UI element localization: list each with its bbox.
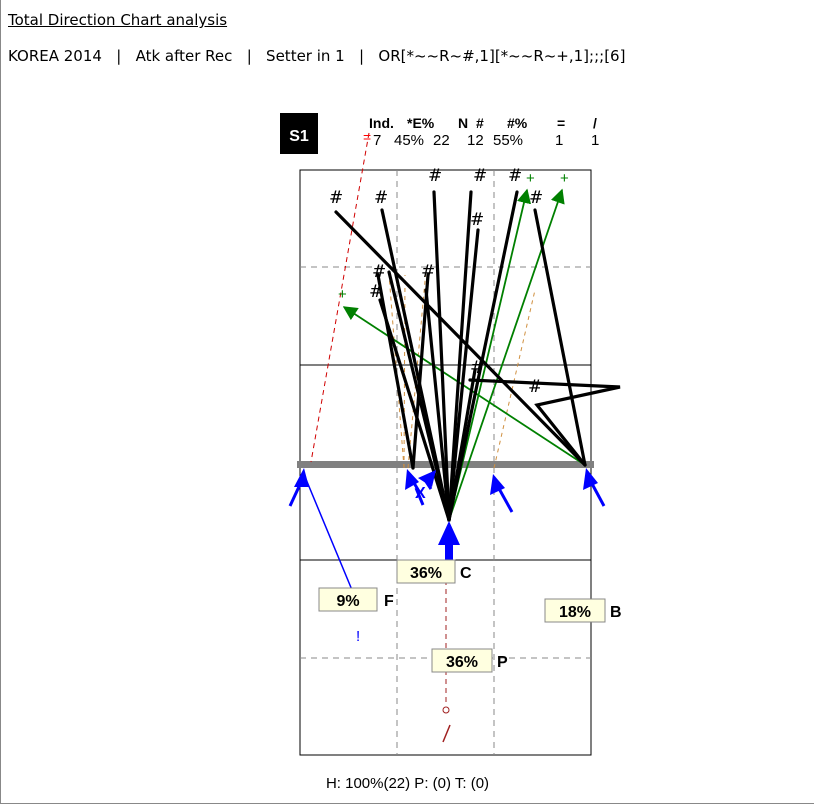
win-mark: # [329,188,343,208]
win-mark: # [374,188,388,208]
win-mark: # [421,262,435,282]
zone-label-p: 36% P [431,648,508,673]
start-arrow [414,487,425,506]
stat-value: 55% [493,132,523,149]
error-equal-mark: = [363,129,371,145]
blocked-mark: X [415,485,426,502]
zone-pct: 36% [446,654,478,671]
footer-summary: H: 100%(22) P: (0) T: (0) [325,775,490,792]
stat-value: 12 [467,132,484,149]
win-mark: # [473,166,487,186]
zone-letter: P [497,654,508,671]
winning-marks: # # # # # # # # # # # # [329,166,543,397]
zone-label-c: 36% C [396,559,472,584]
plus-mark: + [338,286,347,303]
zone-letter: C [460,565,472,582]
win-mark: # [508,166,522,186]
zone-letter: B [610,604,622,621]
stat-value: 1 [555,132,563,149]
stat-header: / [593,115,597,131]
win-mark: # [470,210,484,230]
win-mark: # [369,282,383,302]
page-title: Total Direction Chart analysis [8,11,228,29]
win-mark: # [372,262,386,282]
stats-values: 7 45% 22 12 55% 1 1 [373,132,599,149]
win-mark: # [470,358,484,378]
stat-value: 45% [394,132,424,149]
stat-header: Ind. [369,115,394,131]
zone-label-b: 18% B [544,598,622,623]
stat-value: 1 [591,132,599,149]
start-arrows [288,468,606,560]
stat-header: N [458,115,468,131]
stat-header: # [476,115,484,131]
win-mark: # [428,166,442,186]
stat-header: = [557,115,565,131]
zone-pct: 9% [336,593,359,610]
start-arrow [490,474,514,513]
plus-mark: + [560,170,569,187]
stat-value: 22 [433,132,450,149]
rotation-badge [280,113,318,154]
setter-path [310,132,451,743]
zone-letter: F [384,593,394,610]
stat-header: #% [507,115,528,131]
zone-label-f: 9% F [318,587,394,612]
filter-subtitle: KOREA 2014 | Atk after Rec | Setter in 1… [8,47,626,65]
start-arrow [288,468,309,507]
rotation-badge-label: S1 [289,128,309,145]
error-attack [302,471,353,591]
plus-mark: + [526,170,535,187]
start-arrow [418,470,436,490]
stats-headers: Ind. *E% N # #% = / [369,115,597,131]
error-mark: ! [356,628,360,645]
positive-marks: + + + [338,170,569,303]
zone-pct: 18% [559,604,591,621]
start-arrow [438,521,460,560]
zone-pct: 36% [410,565,442,582]
stat-header: *E% [407,115,435,131]
win-mark: # [528,377,542,397]
winning-attacks [334,190,621,522]
win-mark: # [529,188,543,208]
stat-value: 7 [373,132,381,149]
start-arrow [583,468,606,507]
